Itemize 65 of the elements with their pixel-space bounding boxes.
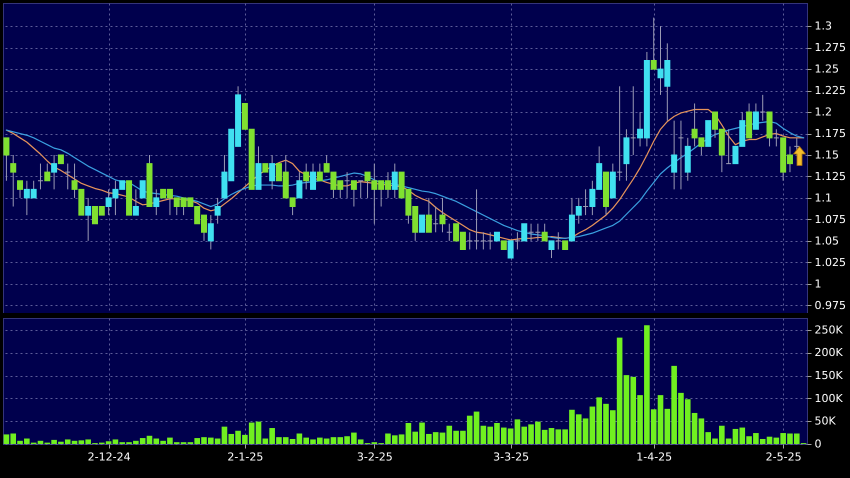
candlestick bbox=[432, 206, 439, 233]
candlestick bbox=[474, 188, 480, 250]
candlestick bbox=[726, 128, 732, 164]
x-tick-label: 1-4-25 bbox=[636, 450, 672, 464]
candlestick bbox=[344, 172, 350, 198]
candlestick bbox=[528, 223, 534, 242]
y-tick-label: 1.075 bbox=[814, 212, 846, 226]
y-tick-label: 1.15 bbox=[814, 148, 839, 162]
candlestick bbox=[616, 86, 623, 182]
y-tick-label: 150K bbox=[814, 369, 844, 382]
y-tick-label: 0 bbox=[814, 438, 822, 450]
candlestick bbox=[17, 180, 24, 198]
candlestick bbox=[214, 197, 221, 224]
candlestick bbox=[392, 163, 398, 198]
candlestick bbox=[208, 214, 214, 250]
y-tick-label: 1.2 bbox=[814, 106, 832, 119]
candlestick bbox=[514, 232, 520, 250]
candlestick bbox=[10, 154, 16, 208]
y-tick-label: 50K bbox=[814, 414, 836, 428]
candlestick bbox=[85, 197, 92, 242]
y-tick-label: 1.025 bbox=[814, 256, 846, 269]
y-tick-label: 1.125 bbox=[814, 170, 846, 183]
candlestick bbox=[153, 188, 160, 216]
y-tick-label: 0.975 bbox=[814, 298, 846, 312]
candlestick bbox=[630, 86, 636, 156]
y-tick-label: 1.1 bbox=[814, 191, 832, 204]
y-tick-label: 1.175 bbox=[814, 127, 846, 140]
x-tick-label: 3-2-25 bbox=[356, 450, 393, 464]
y-tick-label: 1.225 bbox=[814, 84, 846, 98]
candlestick bbox=[773, 128, 780, 147]
x-tick-label: 3-3-25 bbox=[493, 450, 530, 464]
candlestick bbox=[310, 163, 316, 190]
candlestick bbox=[303, 163, 310, 190]
y-tick-label: 1.25 bbox=[814, 62, 839, 76]
candlestick bbox=[534, 223, 541, 242]
y-tick-label: 1 bbox=[814, 277, 822, 290]
candlestick bbox=[140, 180, 146, 198]
candlestick bbox=[446, 223, 452, 242]
candlestick bbox=[419, 214, 426, 233]
candlestick bbox=[671, 120, 678, 190]
y-tick-label: 250K bbox=[814, 323, 844, 336]
x-tick-label: 2-12-24 bbox=[88, 450, 131, 464]
candlestick bbox=[132, 188, 139, 216]
candlestick bbox=[508, 240, 514, 259]
x-tick-label: 2-5-25 bbox=[766, 450, 802, 464]
candlestick bbox=[3, 137, 10, 182]
y-tick-label: 200K bbox=[814, 346, 844, 360]
x-tick-label: 2-1-25 bbox=[227, 450, 264, 464]
y-tick-label: 1.05 bbox=[814, 234, 839, 248]
candlestick bbox=[650, 17, 657, 70]
candlestick bbox=[37, 163, 44, 190]
candlestick bbox=[555, 232, 562, 250]
y-tick-label: 100K bbox=[814, 392, 844, 405]
candlestick bbox=[582, 188, 589, 216]
candlestick bbox=[760, 94, 766, 122]
candlestick bbox=[678, 120, 684, 190]
candlestick bbox=[64, 163, 71, 190]
candlestick bbox=[358, 180, 364, 198]
candlestick bbox=[296, 172, 302, 198]
candlestick bbox=[269, 154, 276, 190]
y-tick-label: 1.3 bbox=[814, 20, 832, 33]
candlestick bbox=[466, 232, 473, 250]
candlestick bbox=[521, 223, 528, 242]
y-tick-label: 1.275 bbox=[814, 41, 846, 54]
candlestick bbox=[51, 154, 58, 190]
